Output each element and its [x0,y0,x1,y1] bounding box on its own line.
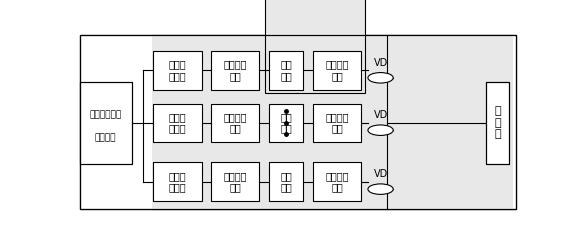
Text: （整流）: （整流） [95,133,117,142]
Bar [153,104,202,142]
Circle shape [368,73,393,83]
Bar [210,104,259,142]
Bar [313,163,361,201]
Text: VD: VD [374,169,388,179]
Text: 电阻调节
驱动: 电阻调节 驱动 [325,112,349,133]
Bar [269,51,303,89]
Circle shape [368,125,393,135]
Bar [265,0,365,93]
Bar [152,35,514,209]
Text: VD: VD [374,110,388,120]
Bar [152,35,514,209]
Text: VD: VD [374,58,388,68]
Text: 电压检测
单元: 电压检测 单元 [223,60,247,81]
Text: 电阻调节
驱动: 电阻调节 驱动 [325,171,349,192]
Text: 电压检测
单元: 电压检测 单元 [223,171,247,192]
Text: 电源转换电路: 电源转换电路 [90,111,122,120]
Bar [486,82,509,164]
Bar [210,163,259,201]
Bar [80,82,132,164]
Text: 可调
电阻: 可调 电阻 [280,112,292,133]
Text: 电压检测
单元: 电压检测 单元 [223,112,247,133]
Bar [210,51,259,89]
Text: 电流检
测单元: 电流检 测单元 [169,112,187,133]
Bar [153,51,202,89]
Text: 电流检
测单元: 电流检 测单元 [169,171,187,192]
Bar [269,104,303,142]
Text: 可调
电阻: 可调 电阻 [280,60,292,81]
Circle shape [368,184,393,194]
Bar [486,82,509,164]
Bar [80,82,132,164]
Text: 电阻调节
驱动: 电阻调节 驱动 [325,60,349,81]
Text: 可调
电阻: 可调 电阻 [280,171,292,192]
Bar [313,51,361,89]
Bar [313,104,361,142]
Text: 单
片
机: 单 片 机 [494,106,501,139]
Text: 电流检
测单元: 电流检 测单元 [169,60,187,81]
Bar [269,163,303,201]
Bar [153,163,202,201]
